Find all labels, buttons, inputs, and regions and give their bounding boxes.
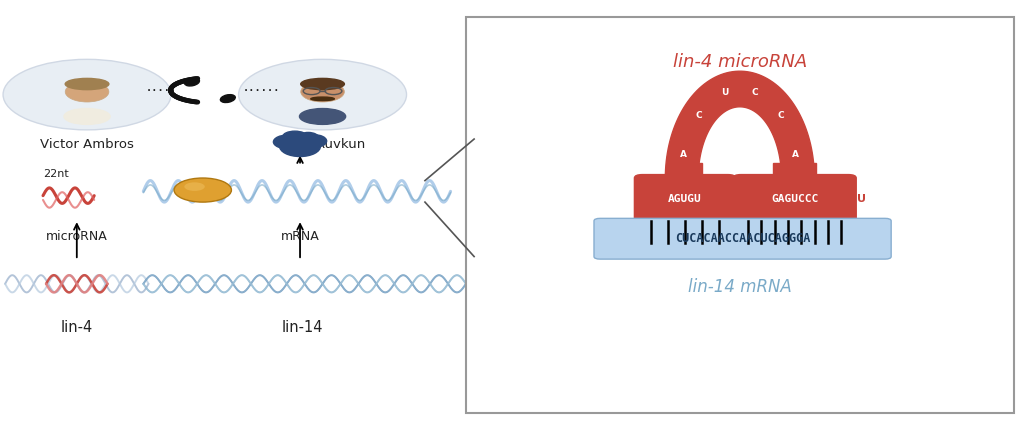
FancyBboxPatch shape <box>466 17 1014 413</box>
Circle shape <box>3 59 171 130</box>
Circle shape <box>184 182 205 191</box>
Ellipse shape <box>273 135 302 149</box>
Ellipse shape <box>300 135 327 147</box>
Text: ....: .... <box>146 83 171 93</box>
Text: lin-14 mRNA: lin-14 mRNA <box>688 278 792 296</box>
Ellipse shape <box>63 108 111 124</box>
Text: lin-4: lin-4 <box>60 320 93 335</box>
Circle shape <box>174 178 231 202</box>
Ellipse shape <box>298 132 318 143</box>
Text: mRNA: mRNA <box>281 230 319 243</box>
Ellipse shape <box>301 78 344 90</box>
Text: lin-4 microRNA: lin-4 microRNA <box>673 53 807 71</box>
FancyBboxPatch shape <box>635 175 735 223</box>
Text: C: C <box>752 88 758 96</box>
Text: GAGUCCC: GAGUCCC <box>771 194 818 204</box>
Ellipse shape <box>66 78 109 90</box>
FancyBboxPatch shape <box>733 175 856 223</box>
Text: U: U <box>857 194 866 204</box>
Circle shape <box>239 59 407 130</box>
Text: A: A <box>793 150 800 160</box>
FancyBboxPatch shape <box>668 163 702 179</box>
FancyBboxPatch shape <box>594 218 891 259</box>
Text: microRNA: microRNA <box>46 230 108 243</box>
Text: A: A <box>754 156 761 165</box>
Ellipse shape <box>283 131 307 142</box>
Text: AGUGU: AGUGU <box>669 194 701 204</box>
Text: C: C <box>695 111 702 120</box>
Text: 22nt: 22nt <box>43 169 69 179</box>
Text: lin-14: lin-14 <box>282 320 323 335</box>
Text: G: G <box>711 156 719 165</box>
Text: Victor Ambros: Victor Ambros <box>40 138 134 151</box>
Ellipse shape <box>66 82 109 102</box>
Ellipse shape <box>184 78 200 86</box>
Text: C: C <box>777 111 784 120</box>
Ellipse shape <box>299 108 346 124</box>
Polygon shape <box>666 71 814 178</box>
Ellipse shape <box>220 95 236 102</box>
Ellipse shape <box>280 136 321 157</box>
Text: Gary Ruvkun: Gary Ruvkun <box>280 138 366 151</box>
Text: CUCACAACCAACUCAGGGA: CUCACAACCAACUCAGGGA <box>675 232 810 245</box>
Ellipse shape <box>301 82 344 102</box>
Text: U: U <box>721 88 728 96</box>
Text: ......: ...... <box>243 83 280 93</box>
Text: A: A <box>680 150 687 160</box>
FancyBboxPatch shape <box>773 163 816 179</box>
Ellipse shape <box>311 97 334 101</box>
